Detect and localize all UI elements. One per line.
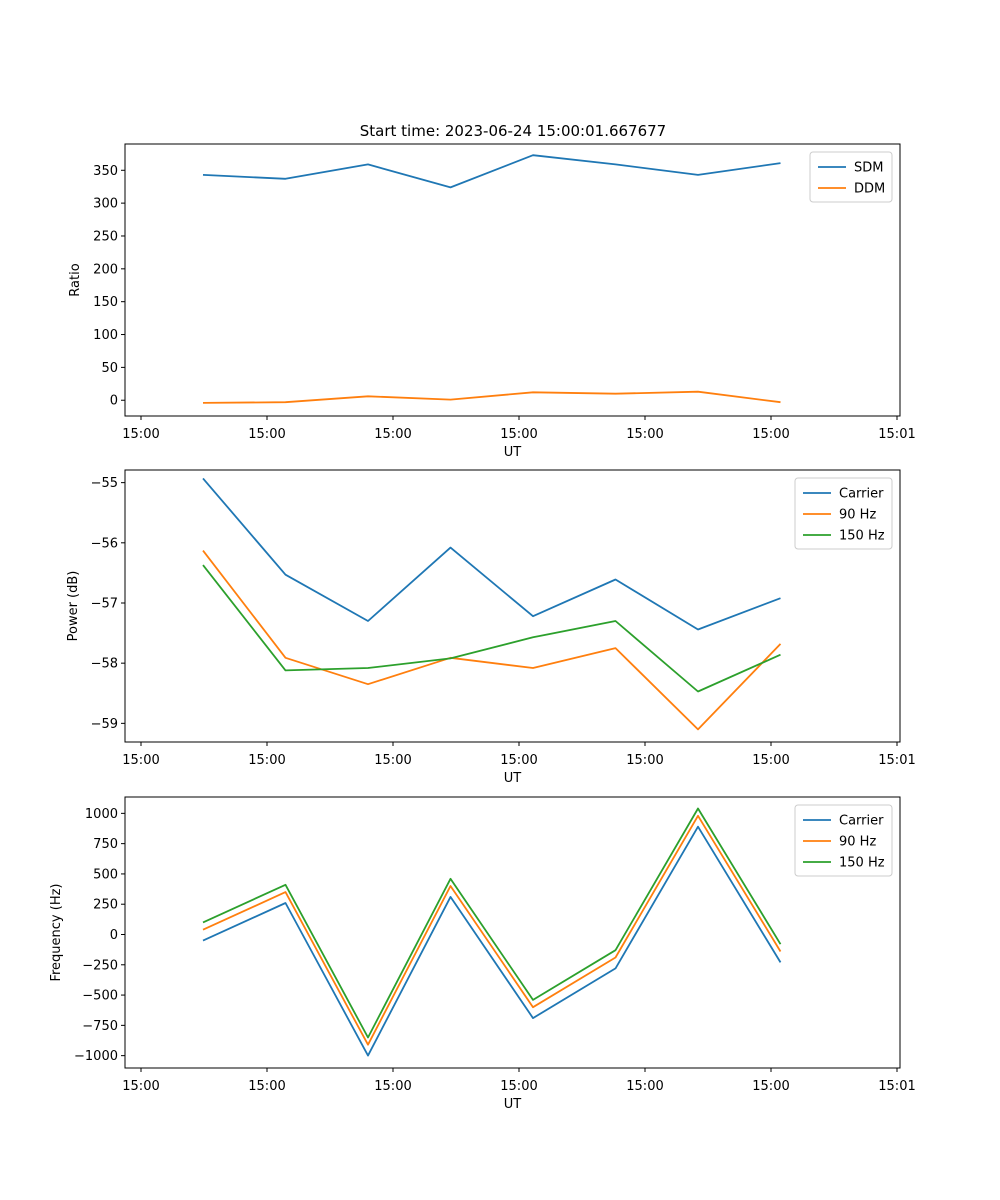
chart-panel-3: −1000 −750 −500 −250 0 250 500 750 1000 15:00 15:0… xyxy=(49,796,916,1112)
legend-box xyxy=(809,151,893,203)
series-line xyxy=(202,550,782,731)
y-tick-label: 250 xyxy=(93,229,118,244)
y-tick-label: −58 xyxy=(91,657,118,672)
series-line xyxy=(202,154,781,189)
x-tick-label: 15:00 xyxy=(122,1079,159,1094)
y-axis-label: Power (dB) xyxy=(66,571,81,642)
y-tick-label: −750 xyxy=(82,1019,118,1034)
x-tick-label: 15:00 xyxy=(626,1079,663,1094)
y-tick-label: 350 xyxy=(93,164,118,179)
x-tick-label: 15:00 xyxy=(752,427,789,442)
y-tick-label: 750 xyxy=(93,837,118,852)
axes-frame xyxy=(124,143,901,417)
x-tick-label: 15:00 xyxy=(248,753,285,768)
y-axis-label: Frequency (Hz) xyxy=(49,883,64,981)
legend: Carrier 90 Hz 150 Hz xyxy=(794,477,893,550)
legend-label: 150 Hz xyxy=(839,856,885,871)
legend-label: 90 Hz xyxy=(839,508,876,523)
y-tick-label: 0 xyxy=(110,928,118,943)
x-axis-label: UT xyxy=(504,1097,522,1112)
legend-label: Carrier xyxy=(839,814,884,829)
series-line xyxy=(202,390,781,404)
x-tick-label: 15:00 xyxy=(374,427,411,442)
x-tick-label: 15:01 xyxy=(878,753,915,768)
x-tick-label: 15:00 xyxy=(626,753,663,768)
y-tick-label: −500 xyxy=(82,989,118,1004)
x-tick-label: 15:00 xyxy=(500,753,537,768)
legend-label: Carrier xyxy=(839,487,884,502)
y-tick-label: 500 xyxy=(93,867,118,882)
x-tick-label: 15:00 xyxy=(500,1079,537,1094)
legend-label: DDM xyxy=(854,182,885,197)
chart-panel-2: −59 −58 −57 −56 −55 15:00 15:00 15:00 15:00 15:00… xyxy=(66,469,916,786)
chart-panel-1: 0 50 100 150 200 250 300 350 15:00 15:00 15:00 15:0… xyxy=(68,143,916,460)
x-tick-label: 15:00 xyxy=(374,1079,411,1094)
chart-title: Start time: 2023-06-24 15:00:01.667677 xyxy=(360,122,666,140)
x-tick-label: 15:00 xyxy=(248,427,285,442)
y-tick-label: 0 xyxy=(110,394,118,409)
x-tick-label: 15:00 xyxy=(122,753,159,768)
legend-label: 90 Hz xyxy=(839,835,876,850)
y-tick-label: −59 xyxy=(91,717,118,732)
x-tick-label: 15:00 xyxy=(752,1079,789,1094)
axes-frame xyxy=(124,469,901,743)
legend-box xyxy=(794,477,893,550)
x-tick-label: 15:00 xyxy=(122,427,159,442)
y-tick-label: −250 xyxy=(82,958,118,973)
y-tick-label: 300 xyxy=(93,197,118,212)
y-tick-label: −55 xyxy=(91,476,118,491)
y-tick-label: −57 xyxy=(91,596,118,611)
series-line xyxy=(202,825,782,1057)
legend: Carrier 90 Hz 150 Hz xyxy=(794,804,893,877)
y-axis-label: Ratio xyxy=(68,263,83,296)
series-line xyxy=(202,477,781,631)
y-tick-label: 50 xyxy=(101,361,118,376)
x-tick-label: 15:00 xyxy=(500,427,537,442)
y-tick-label: −56 xyxy=(91,536,118,551)
y-tick-label: 250 xyxy=(93,898,118,913)
x-tick-label: 15:00 xyxy=(626,427,663,442)
legend: SDM DDM xyxy=(809,151,893,203)
series-line xyxy=(202,814,782,1046)
legend-box xyxy=(794,804,893,877)
x-axis-label: UT xyxy=(504,445,522,460)
y-tick-label: 150 xyxy=(93,295,118,310)
x-tick-label: 15:01 xyxy=(878,1079,915,1094)
x-tick-label: 15:00 xyxy=(248,1079,285,1094)
x-tick-label: 15:00 xyxy=(752,753,789,768)
y-tick-label: 1000 xyxy=(85,807,118,822)
y-tick-label: 200 xyxy=(93,262,118,277)
x-axis-label: UT xyxy=(504,771,522,786)
series-line xyxy=(202,564,781,693)
y-tick-label: 100 xyxy=(93,328,118,343)
series-line xyxy=(202,807,782,1039)
x-tick-label: 15:01 xyxy=(878,427,915,442)
x-tick-label: 15:00 xyxy=(374,753,411,768)
y-tick-label: −1000 xyxy=(74,1049,118,1064)
legend-label: 150 Hz xyxy=(839,529,885,544)
legend-label: SDM xyxy=(854,161,883,176)
axes-frame xyxy=(124,796,901,1069)
